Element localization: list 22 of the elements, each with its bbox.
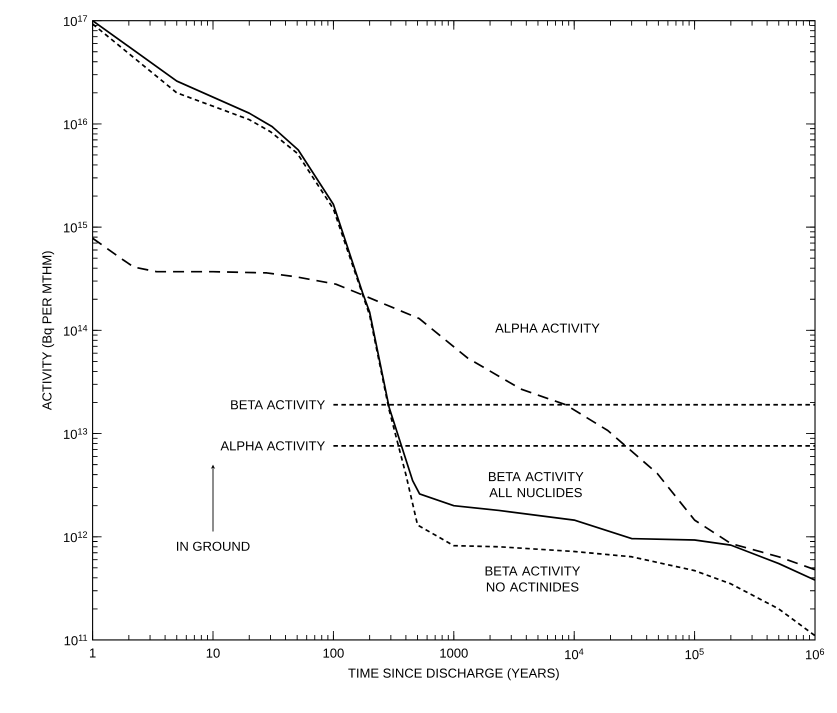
x-axis-title: TIME SINCE DISCHARGE (YEARS) (348, 668, 559, 680)
x-tick-label: 1 (90, 648, 96, 658)
x-tick-label: 10$^{6}$ (806, 648, 824, 660)
y-tick-label: 10$^{12}$ (64, 531, 88, 542)
series-label: BETA ACTIVITY ALL NUCLIDES (488, 472, 584, 498)
y-tick-label: 10$^{16}$ (64, 118, 88, 130)
annotation: IN GROUND (177, 542, 250, 551)
series-label: BETA ACTIVITY (231, 400, 325, 410)
y-tick-label: 10$^{15}$ (64, 222, 88, 232)
x-tick-label: 1000 (440, 648, 468, 658)
y-tick-label: 10$^{14}$ (64, 324, 88, 336)
x-tick-label: 10 (206, 648, 220, 658)
x-tick-label: 10$^{4}$ (565, 648, 584, 660)
y-tick-label: 10$^{17}$ (64, 15, 88, 26)
x-tick-label: 10$^{5}$ (686, 648, 704, 660)
text: ALPHA ACTIVITY (495, 324, 600, 333)
series-label: ALPHA ACTIVITY (220, 441, 325, 450)
series-label: BETA ACTIVITY NO ACTINIDES (486, 566, 580, 592)
y-axis-title: ACTIVITY (Bq PER MTHM) (42, 251, 54, 410)
y-tick-label: 10$^{11}$ (64, 634, 88, 646)
y-tick-label: 10$^{13}$ (64, 428, 88, 439)
x-tick-label: 100 (324, 648, 344, 658)
